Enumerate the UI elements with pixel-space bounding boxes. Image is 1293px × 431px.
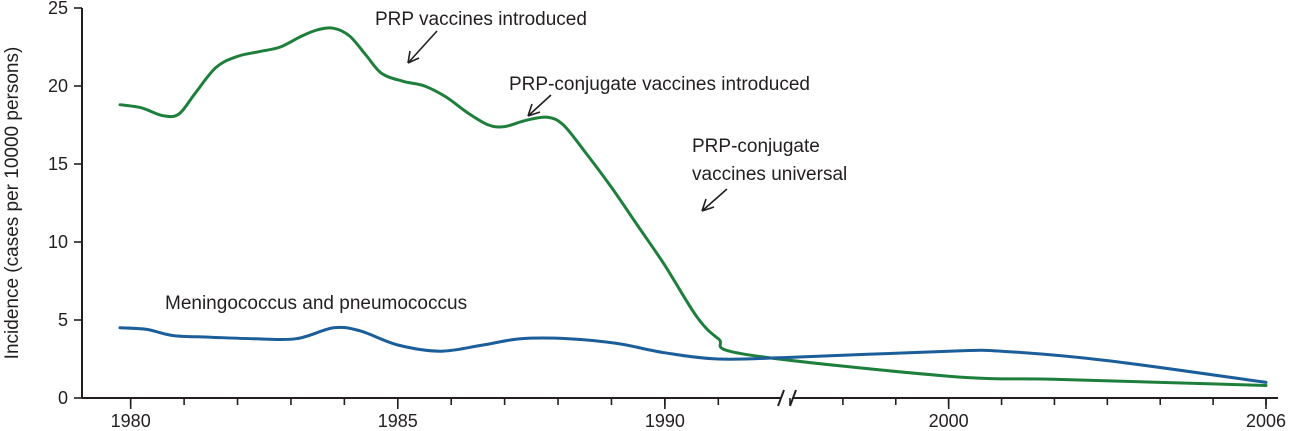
y-axis-label: Incidence (cases per 10000 persons) [2,47,23,360]
x-tick-label: 2006 [1246,411,1286,431]
x-tick-label: 2000 [929,411,969,431]
meningococcus-pneumococcus-line [118,325,1268,384]
x-tick-label: 1980 [111,411,151,431]
y-axis-ticks: 0 5 10 15 20 25 [48,0,82,408]
y-tick-label: 20 [48,76,68,96]
annotation-conjugate-universal-line1: PRP-conjugate [692,136,820,157]
axis-break-mark-1 [777,389,785,407]
series-lines [118,26,1268,387]
y-tick-label: 15 [48,154,68,174]
annotation-prp-introduced: PRP vaccines introduced [375,9,587,30]
x-tick-label: 1985 [378,411,418,431]
y-tick-label: 5 [58,310,68,330]
arrow-prp-introduced [407,30,438,64]
x-tick-label: 1990 [645,411,685,431]
axis-break-mark-2 [789,389,797,407]
arrow-conjugate-universal [701,188,728,212]
annotation-meningococcus-pneumococcus: Meningococcus and pneumococcus [165,293,467,314]
x-axis-ticks: 1980 1985 1990 2000 2006 [111,398,1286,431]
y-tick-label: 25 [48,0,68,18]
y-tick-label: 0 [58,388,68,408]
annotations: PRP vaccines introduced PRP-conjugate va… [165,9,847,314]
annotation-conjugate-introduced: PRP-conjugate vaccines introduced [509,74,810,95]
annotation-conjugate-universal-line2: vaccines universal [692,164,847,185]
axes [81,8,1278,407]
y-tick-label: 10 [48,232,68,252]
arrow-conjugate-introduced [527,94,552,117]
hib-incidence-line [118,26,1268,387]
